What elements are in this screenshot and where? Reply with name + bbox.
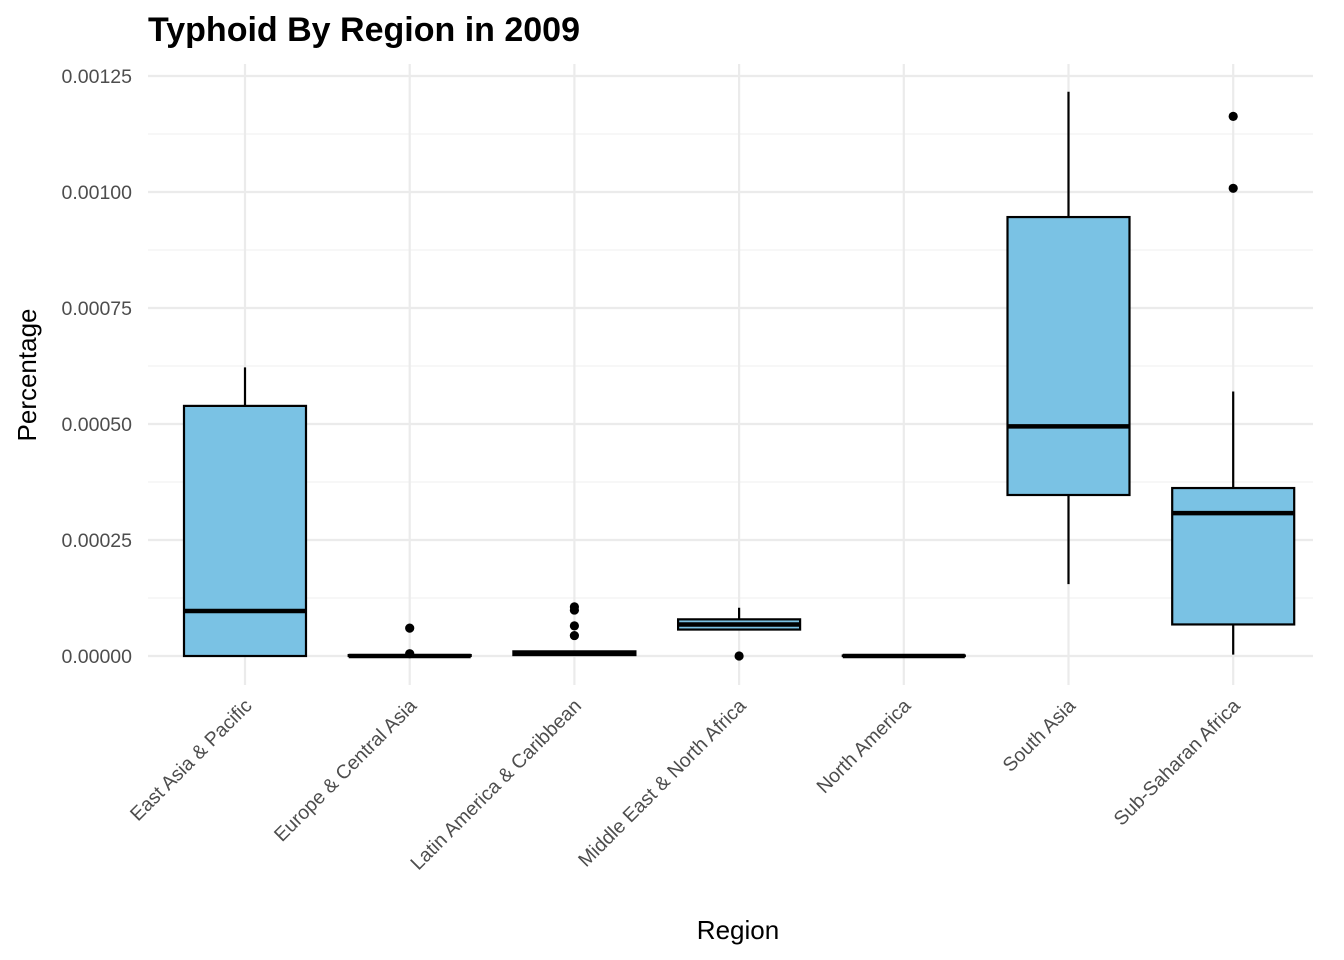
x-tick-label: Europe & Central Asia: [270, 695, 421, 846]
box-group: [1006, 91, 1131, 585]
outlier-point: [569, 621, 580, 631]
outlier-point: [1228, 183, 1238, 193]
box-iqr: [182, 404, 308, 658]
x-axis-label: Region: [697, 915, 779, 945]
outlier-point: [405, 649, 415, 659]
x-tick-label: East Asia & Pacific: [126, 695, 257, 826]
outlier-point: [569, 605, 580, 615]
box-iqr: [1006, 215, 1131, 497]
y-axis-label: Percentage: [12, 309, 42, 442]
y-tick-label: 0.00125: [62, 66, 133, 88]
y-tick-label: 0.00025: [62, 530, 133, 552]
box-series: [182, 91, 1296, 661]
grid-lines: [148, 64, 1313, 685]
y-tick-label: 0.00075: [62, 298, 133, 320]
box-group: [676, 607, 802, 661]
box-iqr: [1171, 486, 1296, 626]
x-axis-ticks: East Asia & Pacific Europe & Central Asia…: [126, 695, 1245, 875]
y-axis-ticks: 0.00000 0.00025 0.00050 0.00075 0.00100 0.001…: [62, 66, 133, 668]
x-tick-label: South Asia: [999, 695, 1081, 777]
y-tick-label: 0.00050: [62, 414, 133, 436]
box-group: [182, 367, 308, 658]
y-tick-label: 0.00100: [62, 182, 133, 204]
box-group: [1171, 111, 1296, 655]
chart-title: Typhoid By Region in 2009: [148, 11, 580, 49]
x-tick-label: Sub-Saharan Africa: [1110, 695, 1245, 830]
x-tick-label: North America: [812, 695, 915, 798]
outlier-point: [405, 623, 415, 633]
box-group: [347, 623, 472, 659]
x-tick-label: Middle East & North Africa: [574, 695, 751, 872]
outlier-point: [1228, 111, 1238, 121]
box-group: [841, 653, 966, 659]
box-group: [512, 602, 637, 657]
outlier-point: [569, 630, 580, 641]
x-tick-label: Latin America & Caribbean: [406, 695, 586, 875]
outlier-point: [734, 651, 744, 661]
y-tick-label: 0.00000: [62, 646, 133, 668]
